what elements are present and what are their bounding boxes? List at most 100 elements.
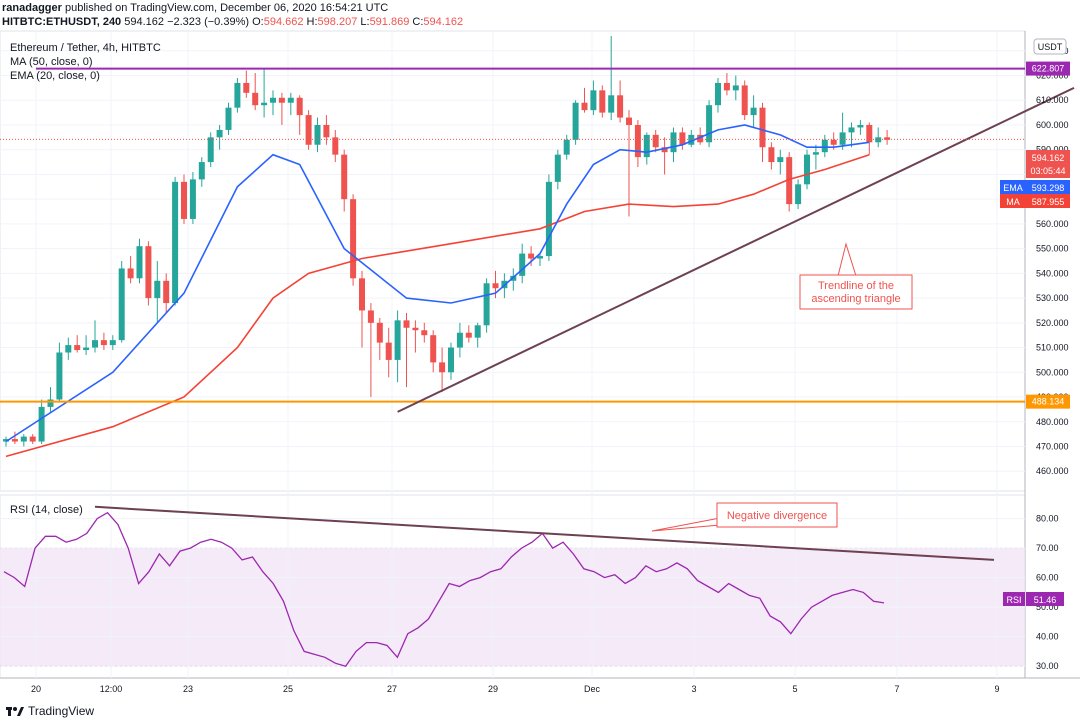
chart-canvas[interactable]: 460.000470.000480.000490.000500.000510.0… (0, 0, 1080, 700)
candle-body (109, 340, 116, 346)
candle-body (421, 330, 428, 336)
candle-body (812, 152, 819, 155)
open-label: O: (252, 16, 264, 28)
candle-body (795, 184, 802, 205)
candle-body (341, 154, 348, 200)
candle-body (492, 283, 499, 289)
candle-body (465, 332, 472, 338)
candle-body (11, 439, 18, 442)
candle-body (38, 406, 45, 442)
candle-body (750, 107, 757, 116)
candle-body (634, 124, 641, 158)
ascending-trendline (397, 86, 1075, 413)
price-tick-label: 520.000 (1036, 318, 1069, 328)
candle-body (252, 92, 259, 106)
ema-tag-name: EMA (1003, 183, 1023, 193)
candle-body (207, 137, 214, 163)
candle-body (857, 124, 864, 128)
candle-body (483, 283, 490, 326)
ema-tag: 593.298 (1032, 183, 1065, 193)
price-tick-label: 540.000 (1036, 268, 1069, 278)
candle-body (617, 95, 624, 118)
resistance-tag: 622.807 (1032, 64, 1065, 74)
candle-body (723, 82, 730, 91)
ema-tag-box (1026, 180, 1070, 194)
candle-body (332, 137, 339, 155)
candle-body (661, 147, 668, 153)
candle-body (732, 85, 739, 91)
candle-body (741, 85, 748, 116)
close-value: 594.162 (423, 16, 464, 28)
price-tick-label: 590.000 (1036, 145, 1069, 155)
candle-body (145, 246, 152, 299)
open-value: 594.662 (263, 16, 304, 28)
candle-body (136, 246, 143, 279)
rsi-tag: 51.46 (1034, 595, 1057, 605)
candle-body (839, 132, 846, 145)
time-tick-label: 7 (894, 684, 899, 694)
price-tick-label: 480.000 (1036, 417, 1069, 427)
candle-body (56, 352, 63, 400)
publisher-name[interactable]: ranadagger (2, 2, 62, 14)
time-tick-label: 25 (283, 684, 293, 694)
ma-tag: 587.955 (1032, 197, 1065, 207)
candle-body (590, 90, 597, 111)
candle-body (875, 137, 882, 143)
currency-badge-box[interactable] (1033, 38, 1067, 55)
candle-body (278, 97, 285, 103)
candle-body (599, 90, 606, 113)
candle-body (198, 162, 205, 180)
candle-body (688, 134, 695, 145)
candle-body (189, 179, 196, 219)
candle-body (777, 157, 784, 163)
candle-body (367, 310, 374, 323)
rsi-tag-name: RSI (1006, 595, 1021, 605)
rsi-tick-label: 50.00 (1036, 602, 1059, 612)
candle-body (456, 332, 463, 348)
divergence-line (94, 505, 995, 561)
candle-body (608, 95, 615, 113)
ma-tag-box (1026, 194, 1070, 208)
candle-body (3, 439, 9, 442)
price-tick-label: 530.000 (1036, 293, 1069, 303)
time-tick-label: 5 (792, 684, 797, 694)
candle-body (83, 347, 90, 351)
legend-ema: EMA (20, close, 0) (10, 70, 100, 82)
last-price: 594.162 (124, 16, 165, 28)
low-value: 591.869 (369, 16, 410, 28)
candle-body (376, 322, 383, 343)
candle-body (643, 134, 650, 158)
candle-body (403, 320, 410, 328)
footer-brand[interactable]: TradingView (6, 704, 94, 718)
candle-body (554, 154, 561, 182)
price-tick-label: 600.000 (1036, 120, 1069, 130)
candle-body (652, 134, 659, 148)
ma-tag-name: MA (1006, 197, 1020, 207)
candle-body (350, 199, 357, 279)
candle-body (759, 107, 766, 148)
price-tick-label: 460.000 (1036, 466, 1069, 476)
rsi-tick-label: 60.00 (1036, 573, 1059, 583)
candle-body (216, 129, 223, 138)
candle-body (679, 132, 686, 145)
time-tick-label: Dec (584, 684, 601, 694)
candle-body (848, 127, 855, 133)
candle-body (359, 278, 365, 311)
candle-body (581, 102, 588, 111)
candle-body (821, 139, 828, 153)
price-tick-label: 550.000 (1036, 244, 1069, 254)
candle-body (519, 253, 526, 276)
candle-body (866, 124, 873, 143)
candle-body (154, 280, 161, 299)
candle-body (47, 399, 54, 407)
candle-body (29, 436, 36, 442)
candle-body (884, 137, 891, 140)
candle-body (768, 147, 775, 163)
last-price-tag: 594.162 (1032, 153, 1065, 163)
symbol-line: HITBTC:ETHUSDT, 240 (2, 16, 122, 28)
candle-body (385, 342, 392, 360)
price-tick-label: 610.000 (1036, 95, 1069, 105)
ma-tag-name-box (1000, 194, 1026, 208)
price-tick-label: 510.000 (1036, 343, 1069, 353)
